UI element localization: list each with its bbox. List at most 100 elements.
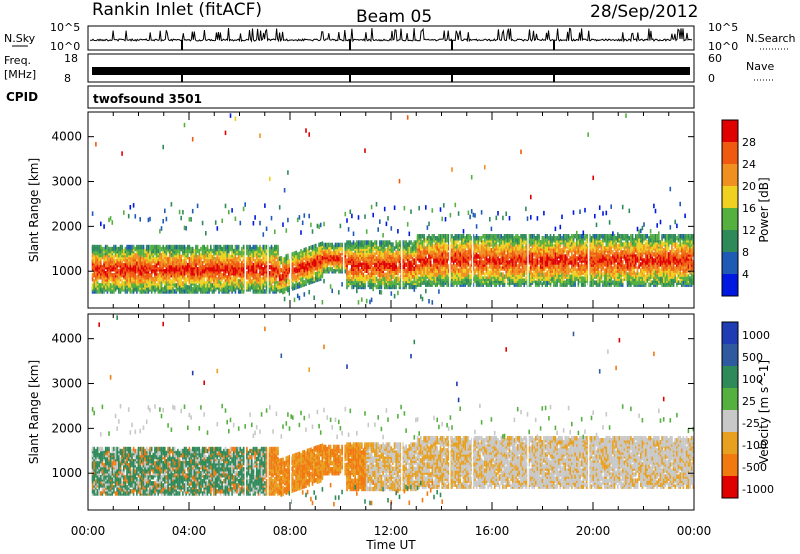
echo-cell (136, 244, 138, 250)
echo-cell (410, 260, 412, 265)
echo-cell (237, 287, 240, 292)
echo-cell (390, 266, 393, 271)
echo-cell (277, 285, 279, 290)
echo-cell (142, 256, 145, 262)
echo-cell (149, 244, 151, 250)
echo-cell (513, 236, 516, 241)
echo-cell (255, 269, 258, 274)
echo-cell (436, 276, 438, 281)
echo-cell (516, 246, 519, 251)
echo-cell (142, 273, 145, 278)
echo-cell (259, 281, 261, 286)
echo-cell (137, 287, 140, 292)
echo-cell (300, 249, 302, 254)
echo-cell (451, 234, 453, 239)
echo-cell (216, 244, 219, 250)
echo-cell (431, 208, 434, 213)
echo-cell (477, 236, 480, 241)
echo-cell (347, 270, 350, 275)
echo-cell (525, 276, 527, 281)
echo-cell (383, 206, 386, 212)
echo-cell (369, 278, 371, 284)
echo-cell (298, 271, 301, 277)
echo-cell (301, 276, 304, 282)
echo-cell (149, 285, 151, 290)
echo-cell (313, 254, 315, 259)
echo-cell (408, 272, 411, 278)
echo-cell (443, 266, 445, 271)
echo-cell (470, 209, 473, 214)
echo-cell (480, 252, 483, 257)
echo-cell (480, 280, 483, 285)
echo-cell (282, 269, 284, 274)
echo-cell (344, 242, 347, 248)
echo-cell (95, 142, 97, 147)
echo-cell (277, 281, 279, 286)
echo-cell (190, 271, 192, 276)
echo-cell (316, 265, 319, 270)
echo-cell (165, 277, 168, 282)
echo-cell (393, 246, 396, 251)
echo-cell (239, 250, 242, 256)
echo-cell (480, 264, 483, 269)
echo-cell (351, 270, 353, 275)
echo-cell (390, 280, 393, 286)
echo-cell (310, 222, 312, 228)
echo-cell (497, 260, 499, 265)
echo-cell (246, 271, 248, 276)
echo-cell (397, 266, 399, 271)
echo-cell (127, 281, 130, 286)
echo-cell (525, 270, 527, 275)
echo-cell (487, 234, 489, 239)
station-title: Rankin Inlet (fitACF) (92, 0, 262, 20)
echo-cell (426, 280, 429, 285)
echo-cell (338, 246, 340, 252)
echo-cell (459, 234, 461, 239)
echo-cell (272, 277, 274, 282)
echo-cell (278, 205, 281, 210)
echo-cell (155, 283, 158, 288)
echo-cell (188, 260, 191, 266)
echo-cell (416, 234, 419, 239)
echo-cell (525, 240, 527, 245)
echo-cell (369, 299, 371, 305)
echo-cell (380, 290, 383, 295)
echo-cell (101, 264, 104, 270)
echo-cell (446, 252, 448, 257)
echo-cell (113, 264, 115, 270)
echo-cell (497, 266, 499, 271)
echo-cell (413, 258, 416, 263)
echo-cell (196, 203, 199, 209)
echo-cell (492, 244, 494, 249)
echo-cell (96, 244, 99, 250)
cpid-value: twofsound 3501 (93, 92, 202, 106)
echo-cell (387, 216, 389, 221)
echo-cell (270, 264, 273, 270)
echo-cell (193, 283, 196, 288)
echo-cell (346, 258, 348, 263)
echo-cell (475, 248, 478, 253)
echo-cell (285, 264, 288, 269)
echo-cell (131, 289, 133, 294)
echo-cell (226, 275, 228, 280)
echo-cell (520, 268, 522, 273)
echo-cell (500, 266, 503, 271)
echo-cell (446, 258, 448, 263)
echo-cell (441, 252, 443, 257)
echo-cell (211, 248, 214, 254)
echo-cell (365, 268, 368, 273)
echo-cell (502, 242, 504, 247)
echo-cell (518, 244, 521, 249)
echo-cell (418, 254, 420, 259)
echo-cell (93, 271, 95, 276)
echo-cell (523, 278, 525, 283)
echo-cell (397, 229, 399, 234)
echo-cell (321, 267, 324, 273)
echo-cell (439, 234, 442, 239)
echo-cell (157, 279, 159, 284)
nsky-line (90, 27, 693, 43)
echo-cell (405, 244, 407, 249)
echo-cell (533, 246, 535, 251)
echo-cell (121, 151, 123, 156)
